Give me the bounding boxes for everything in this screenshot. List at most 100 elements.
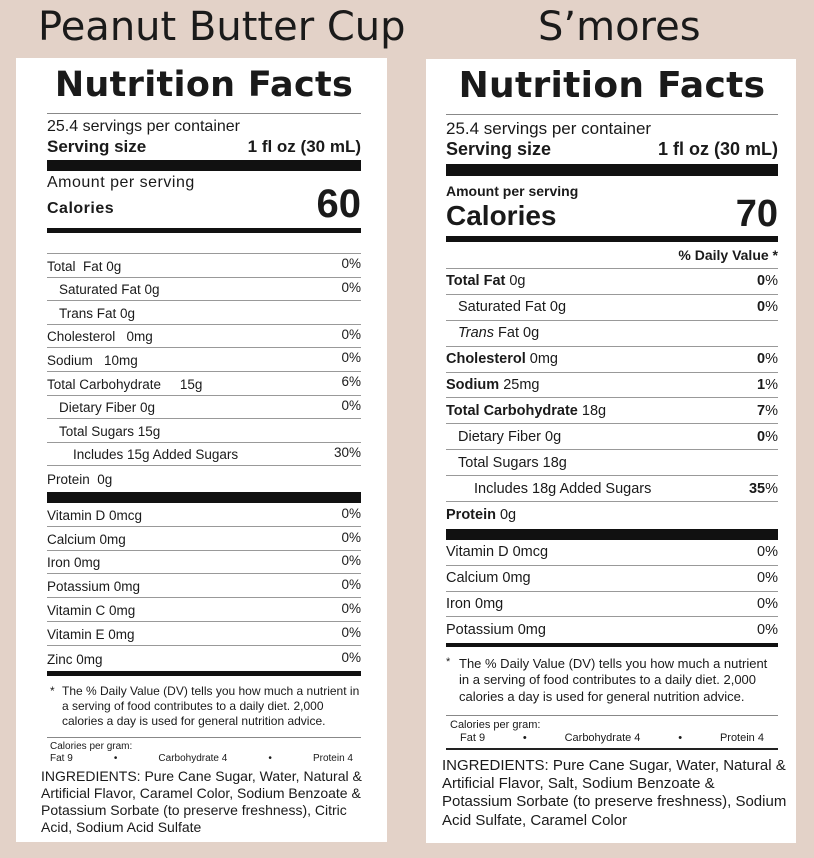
nutrient-dv: 30% bbox=[333, 444, 361, 460]
nutrient-dv-percent: % bbox=[765, 273, 778, 290]
vitamin-dv: 0% bbox=[757, 570, 778, 587]
nutrient-label: Cholesterol 0mg bbox=[47, 329, 153, 345]
nutrient-dv: 0% bbox=[341, 326, 361, 342]
footnote-text: The % Daily Value (DV) tells you how muc… bbox=[62, 683, 360, 728]
nutrient-label-text: Total Sugars 18g bbox=[458, 454, 567, 471]
nutrient-dv: 6% bbox=[341, 373, 361, 389]
vitamin-dv: 0% bbox=[341, 505, 361, 521]
nutrient-label: Protein 0g bbox=[446, 507, 516, 523]
cpg-carbohydrate: Carbohydrate 4 bbox=[158, 752, 228, 764]
vitamin-label: Calcium 0mg bbox=[47, 531, 126, 547]
nutrient-dv-percent: % bbox=[765, 480, 778, 497]
vitamin-row: Vitamin C 0mg 0% bbox=[47, 598, 361, 622]
vitamin-row: Potassium 0mg 0% bbox=[47, 574, 361, 599]
vitamin-dv: 0% bbox=[341, 649, 361, 665]
nutrient-label-text: 18g bbox=[577, 402, 607, 419]
nutrient-label: Includes 18g Added Sugars bbox=[474, 481, 651, 497]
nutrition-facts-heading: Nutrition Facts bbox=[458, 65, 766, 106]
calories-row: Calories 70 bbox=[446, 195, 778, 233]
vitamin-dv: 0% bbox=[341, 553, 361, 569]
divider-medium bbox=[47, 228, 361, 233]
vitamin-row: Vitamin E 0mg 0% bbox=[47, 622, 361, 646]
nutrient-row: Total Sugars 18g bbox=[446, 450, 778, 477]
nutrient-list: Total Fat 0g 0% Saturated Fat 0g 0% Trans Fa… bbox=[47, 254, 361, 490]
vitamin-label: Vitamin D 0mcg bbox=[47, 507, 143, 523]
divider-thick bbox=[47, 491, 361, 503]
nutrient-dv: 0% bbox=[757, 273, 778, 289]
vitamin-dv: 0% bbox=[341, 577, 361, 593]
nutrient-label: Dietary Fiber 0g bbox=[458, 429, 561, 445]
nutrient-row: Cholesterol 0mg 0% bbox=[446, 347, 778, 373]
nutrient-dv-percent: % bbox=[765, 351, 778, 368]
divider-medium bbox=[47, 670, 361, 676]
nutrient-dv-value: 0 bbox=[757, 273, 766, 290]
nutrient-label-text: 25mg bbox=[499, 377, 540, 393]
calories-per-gram-row: Fat 9 • Carbohydrate 4 • Protein 4 bbox=[460, 731, 764, 744]
nutrient-dv-value: 0 bbox=[757, 428, 766, 445]
cpg-carbohydrate: Carbohydrate 4 bbox=[564, 731, 641, 744]
nutrient-label-text: Includes 18g Added Sugars bbox=[474, 480, 652, 497]
nutrient-label-bold: Cholesterol bbox=[446, 351, 526, 368]
vitamin-row: Potassium 0mg 0% bbox=[446, 617, 778, 643]
vitamin-label: Vitamin D 0mcg bbox=[446, 544, 549, 561]
vitamin-row: Zinc 0mg 0% bbox=[47, 646, 361, 670]
nutrition-panel-left: Nutrition Facts 25.4 servings per contai… bbox=[16, 58, 387, 842]
vitamin-label: Potassium 0mg bbox=[47, 579, 141, 595]
serving-size-value: 1 fl oz (30 mL) bbox=[247, 137, 361, 156]
footnote: * The % Daily Value (DV) tells you how m… bbox=[50, 683, 360, 728]
nutrient-label-text: Dietary Fiber 0g bbox=[458, 428, 562, 445]
calories-row: Calories 60 bbox=[47, 184, 361, 224]
vitamin-label: Iron 0mg bbox=[47, 555, 101, 571]
nutrient-label: Total Carbohydrate 18g bbox=[446, 403, 606, 419]
serving-size-label: Serving size bbox=[446, 139, 552, 159]
serving-size-row: Serving size 1 fl oz (30 mL) bbox=[446, 139, 778, 160]
vitamin-label: Vitamin E 0mg bbox=[47, 626, 135, 642]
nutrient-row: Cholesterol 0mg 0% bbox=[47, 325, 361, 349]
calories-per-gram-label: Calories per gram: bbox=[450, 718, 541, 731]
nutrient-dv-percent: % bbox=[765, 299, 778, 316]
nutrient-dv-value: 0 bbox=[757, 351, 766, 368]
nutrition-facts-heading: Nutrition Facts bbox=[54, 65, 354, 105]
nutrient-list: Total Fat 0g 0% Saturated Fat 0g 0% Trans Fa… bbox=[446, 269, 778, 528]
vitamin-label: Vitamin C 0mg bbox=[47, 602, 136, 618]
nutrient-label: Trans Fat 0g bbox=[59, 305, 136, 321]
vitamin-dv: 0% bbox=[341, 600, 361, 616]
nutrient-row: Saturated Fat 0g 0% bbox=[446, 295, 778, 321]
nutrient-row: Includes 15g Added Sugars 30% bbox=[47, 443, 361, 467]
vitamin-row: Iron 0mg 0% bbox=[446, 592, 778, 618]
calories-label: Calories bbox=[446, 200, 557, 231]
nutrient-dv: 0% bbox=[757, 429, 778, 445]
nutrient-label: Sodium 25mg bbox=[446, 377, 539, 393]
nutrient-row: Protein 0g bbox=[446, 502, 778, 528]
nutrient-label-text: 0g bbox=[505, 273, 526, 290]
nutrient-row: Trans Fat 0g bbox=[446, 321, 778, 347]
amount-per-serving: Amount per serving bbox=[446, 183, 579, 199]
nutrient-label-bold: Total Fat bbox=[446, 273, 506, 290]
vitamin-row: Vitamin D 0mcg 0% bbox=[446, 540, 778, 566]
vitamin-list: Vitamin D 0mcg 0% Calcium 0mg 0% Iron 0mg 0% P… bbox=[446, 540, 778, 643]
calories-value: 60 bbox=[316, 182, 362, 226]
divider-medium bbox=[446, 643, 778, 648]
vitamin-label: Calcium 0mg bbox=[446, 570, 531, 587]
nutrient-row: Total Fat 0g 0% bbox=[47, 254, 361, 278]
cpg-fat: Fat 9 bbox=[50, 752, 73, 764]
nutrient-label: Protein 0g bbox=[47, 471, 113, 487]
ingredients: INGREDIENTS: Pure Cane Sugar, Water, Nat… bbox=[41, 767, 362, 835]
vitamin-dv: 0% bbox=[341, 529, 361, 545]
serving-size-row: Serving size 1 fl oz (30 mL) bbox=[47, 137, 361, 157]
nutrient-label: Saturated Fat 0g bbox=[59, 282, 160, 298]
nutrient-label: Trans Fat 0g bbox=[458, 325, 539, 341]
nutrient-label: Total Carbohydrate 15g bbox=[47, 376, 203, 392]
nutrient-dv-percent: % bbox=[765, 402, 778, 419]
nutrient-row: Protein 0g bbox=[47, 466, 361, 490]
nutrient-dv-value: 35 bbox=[748, 480, 766, 497]
nutrient-label: Total Fat 0g bbox=[47, 258, 122, 274]
nutrient-label-italic: Trans bbox=[458, 325, 494, 342]
vitamin-dv: 0% bbox=[757, 595, 778, 612]
vitamin-row: Calcium 0mg 0% bbox=[47, 527, 361, 551]
vitamin-row: Vitamin D 0mcg 0% bbox=[47, 503, 361, 527]
nutrient-label-text: 0mg bbox=[525, 351, 559, 368]
nutrient-dv: 0% bbox=[757, 351, 778, 367]
cpg-fat: Fat 9 bbox=[460, 731, 486, 744]
nutrient-dv-percent: % bbox=[765, 428, 778, 445]
